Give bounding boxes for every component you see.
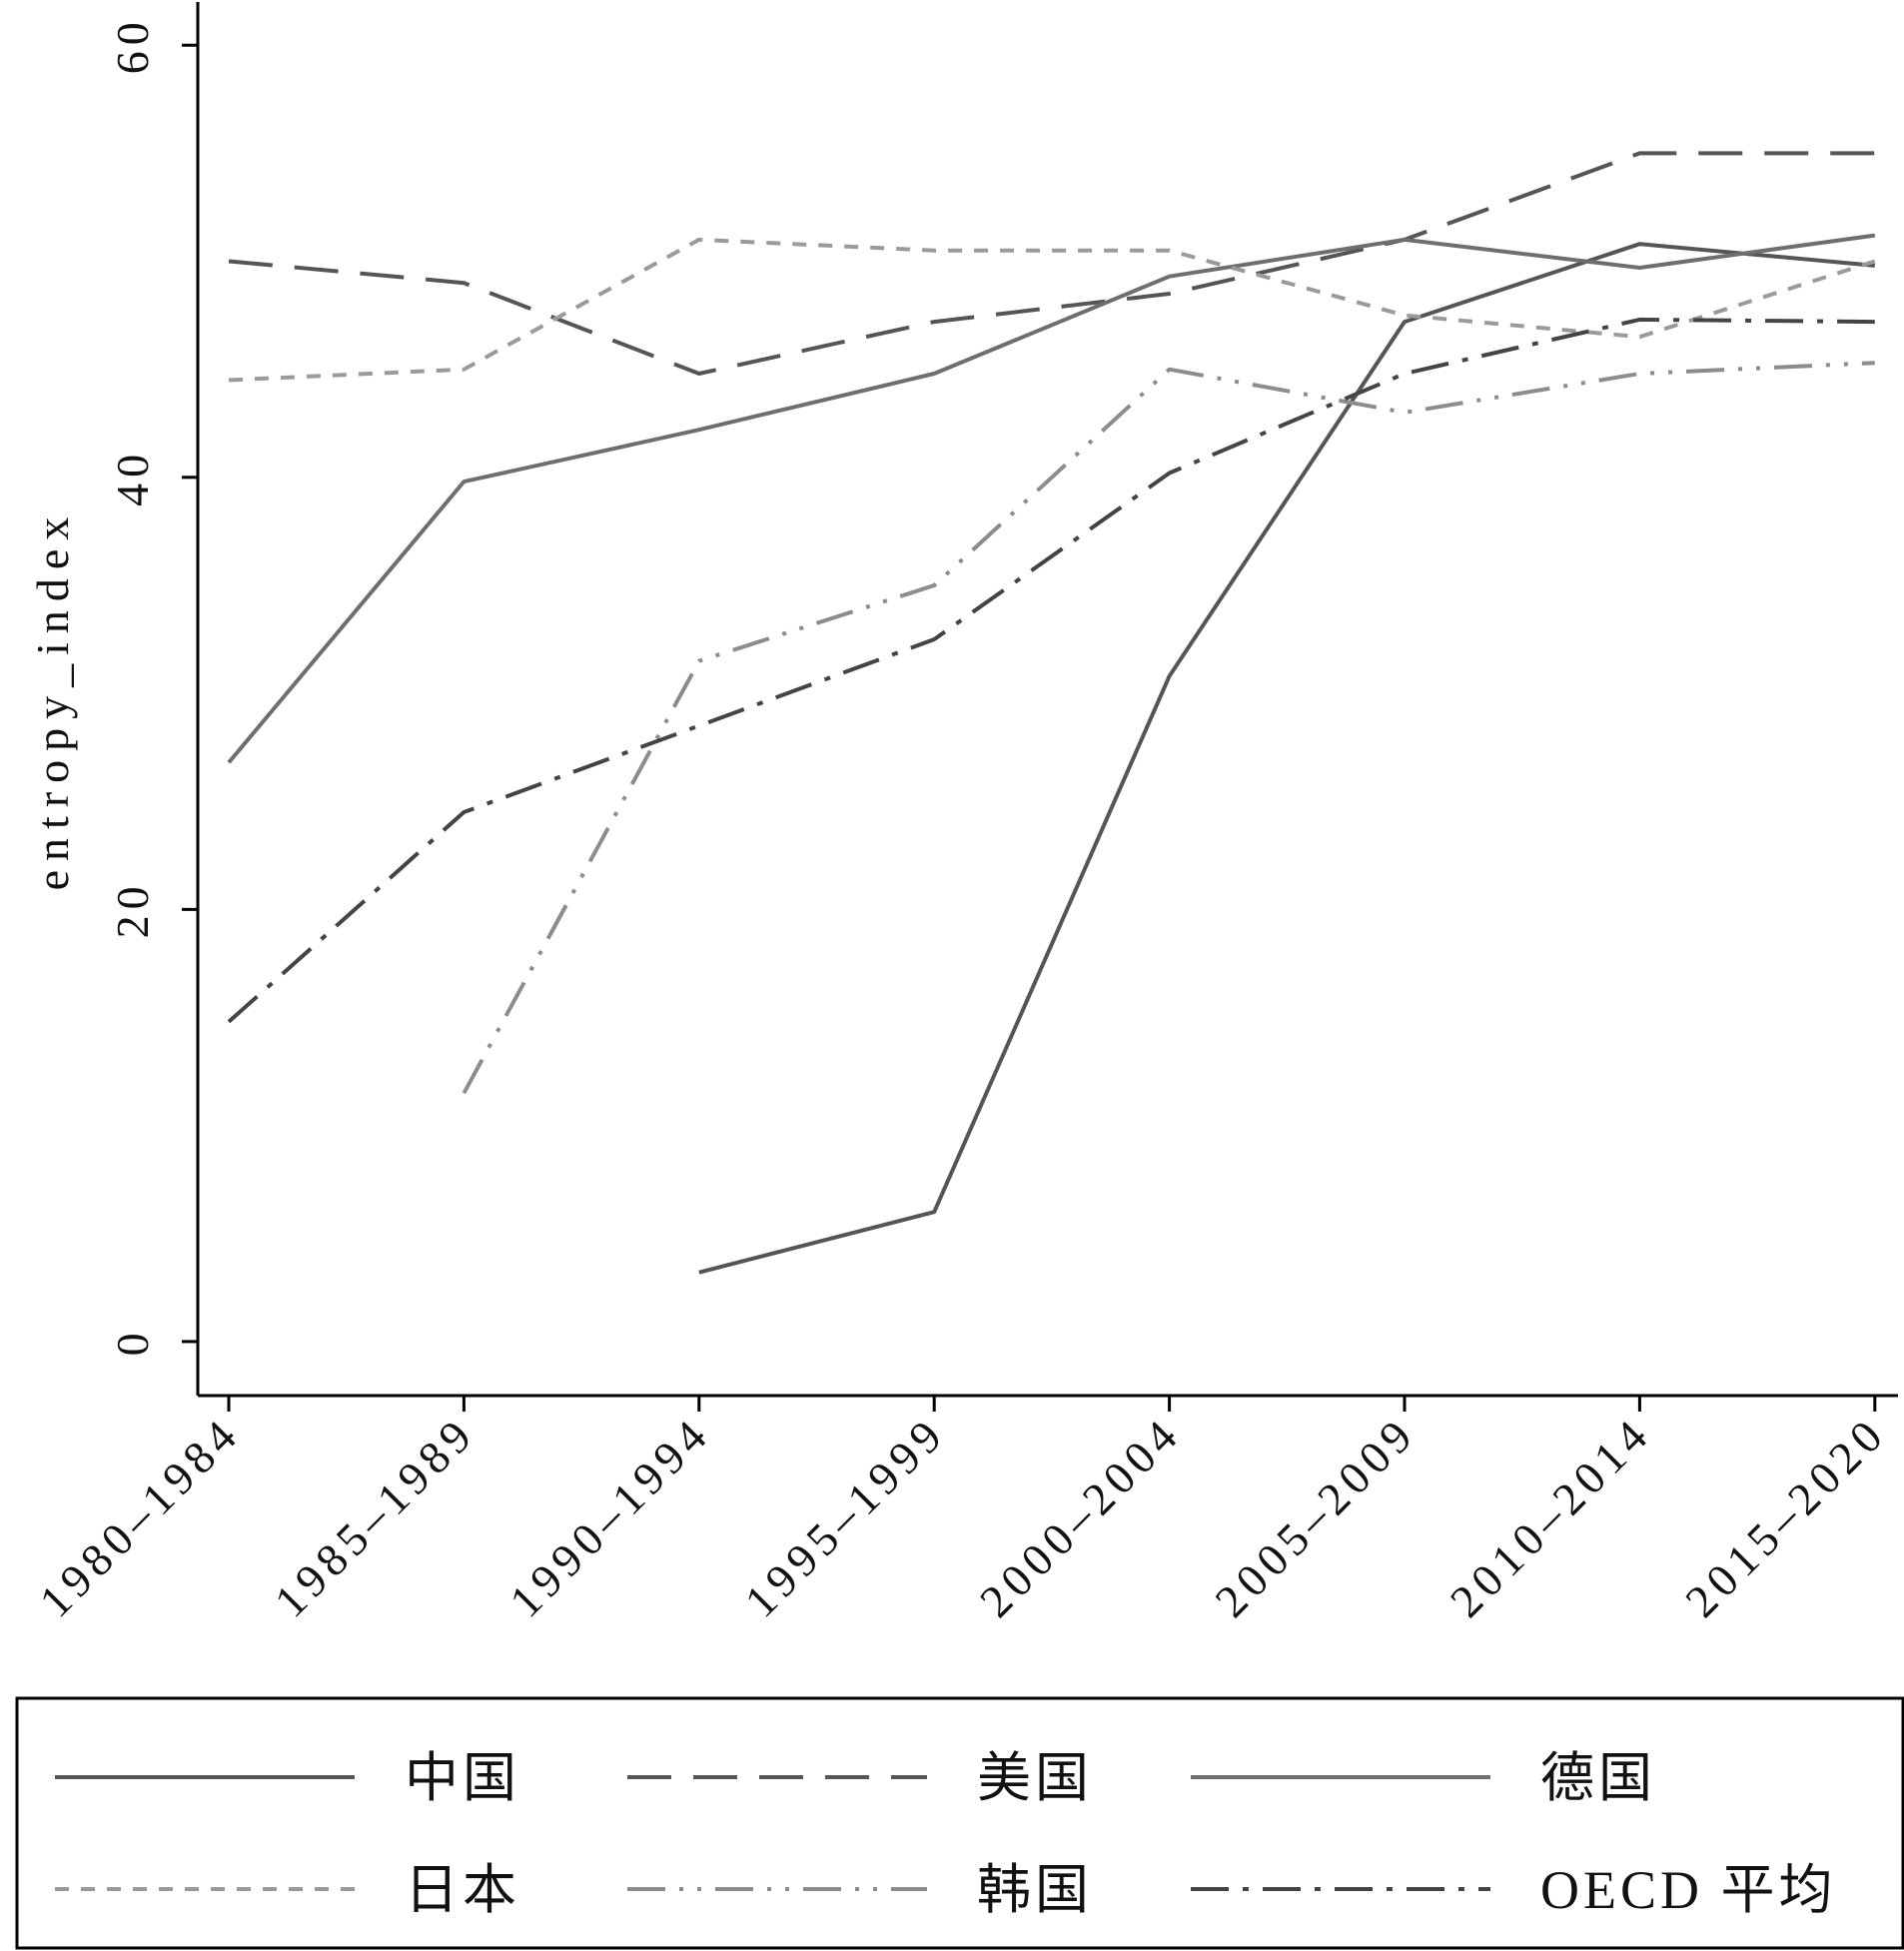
x-axis: 1980–1984 1985–1989 1990–1994 1995–1999 2000… bbox=[29, 1396, 1896, 1627]
y-tick-label: 0 bbox=[107, 1327, 158, 1356]
x-tick-label: 2015–2020 bbox=[1675, 1407, 1896, 1627]
legend-label: 日本 bbox=[405, 1860, 520, 1920]
y-tick-label: 40 bbox=[107, 449, 158, 506]
y-tick-label: 60 bbox=[107, 16, 158, 74]
series-line bbox=[227, 317, 1875, 1024]
x-tick-label: 2000–2004 bbox=[970, 1407, 1191, 1627]
legend-label: 德国 bbox=[1540, 1748, 1656, 1808]
series-line bbox=[227, 233, 1876, 764]
series-line bbox=[698, 242, 1875, 1275]
legend-label: 美国 bbox=[977, 1748, 1093, 1808]
series-line bbox=[228, 151, 1875, 376]
x-tick-label: 2010–2014 bbox=[1440, 1407, 1661, 1627]
legend-label: 中国 bbox=[405, 1748, 520, 1808]
plot-frame bbox=[196, 2, 1898, 1398]
series-line bbox=[462, 361, 1875, 1095]
x-tick-label: 1985–1989 bbox=[265, 1407, 485, 1627]
x-tick-label: 1995–1999 bbox=[735, 1407, 956, 1627]
series-lines bbox=[227, 151, 1876, 1275]
y-tick-label: 20 bbox=[107, 880, 158, 938]
series-line bbox=[228, 237, 1876, 383]
legend-box bbox=[15, 1696, 1904, 1950]
x-tick-label: 2005–2009 bbox=[1205, 1407, 1426, 1627]
y-axis-title: entropy_index bbox=[27, 508, 78, 891]
x-tick-label: 1990–1994 bbox=[499, 1407, 720, 1627]
legend-label: OECD 平均 bbox=[1540, 1860, 1837, 1920]
x-tick-label: 1980–1984 bbox=[29, 1407, 250, 1627]
legend-label: 韩国 bbox=[977, 1860, 1093, 1920]
y-axis: 0 20 40 60 bbox=[107, 16, 198, 1356]
